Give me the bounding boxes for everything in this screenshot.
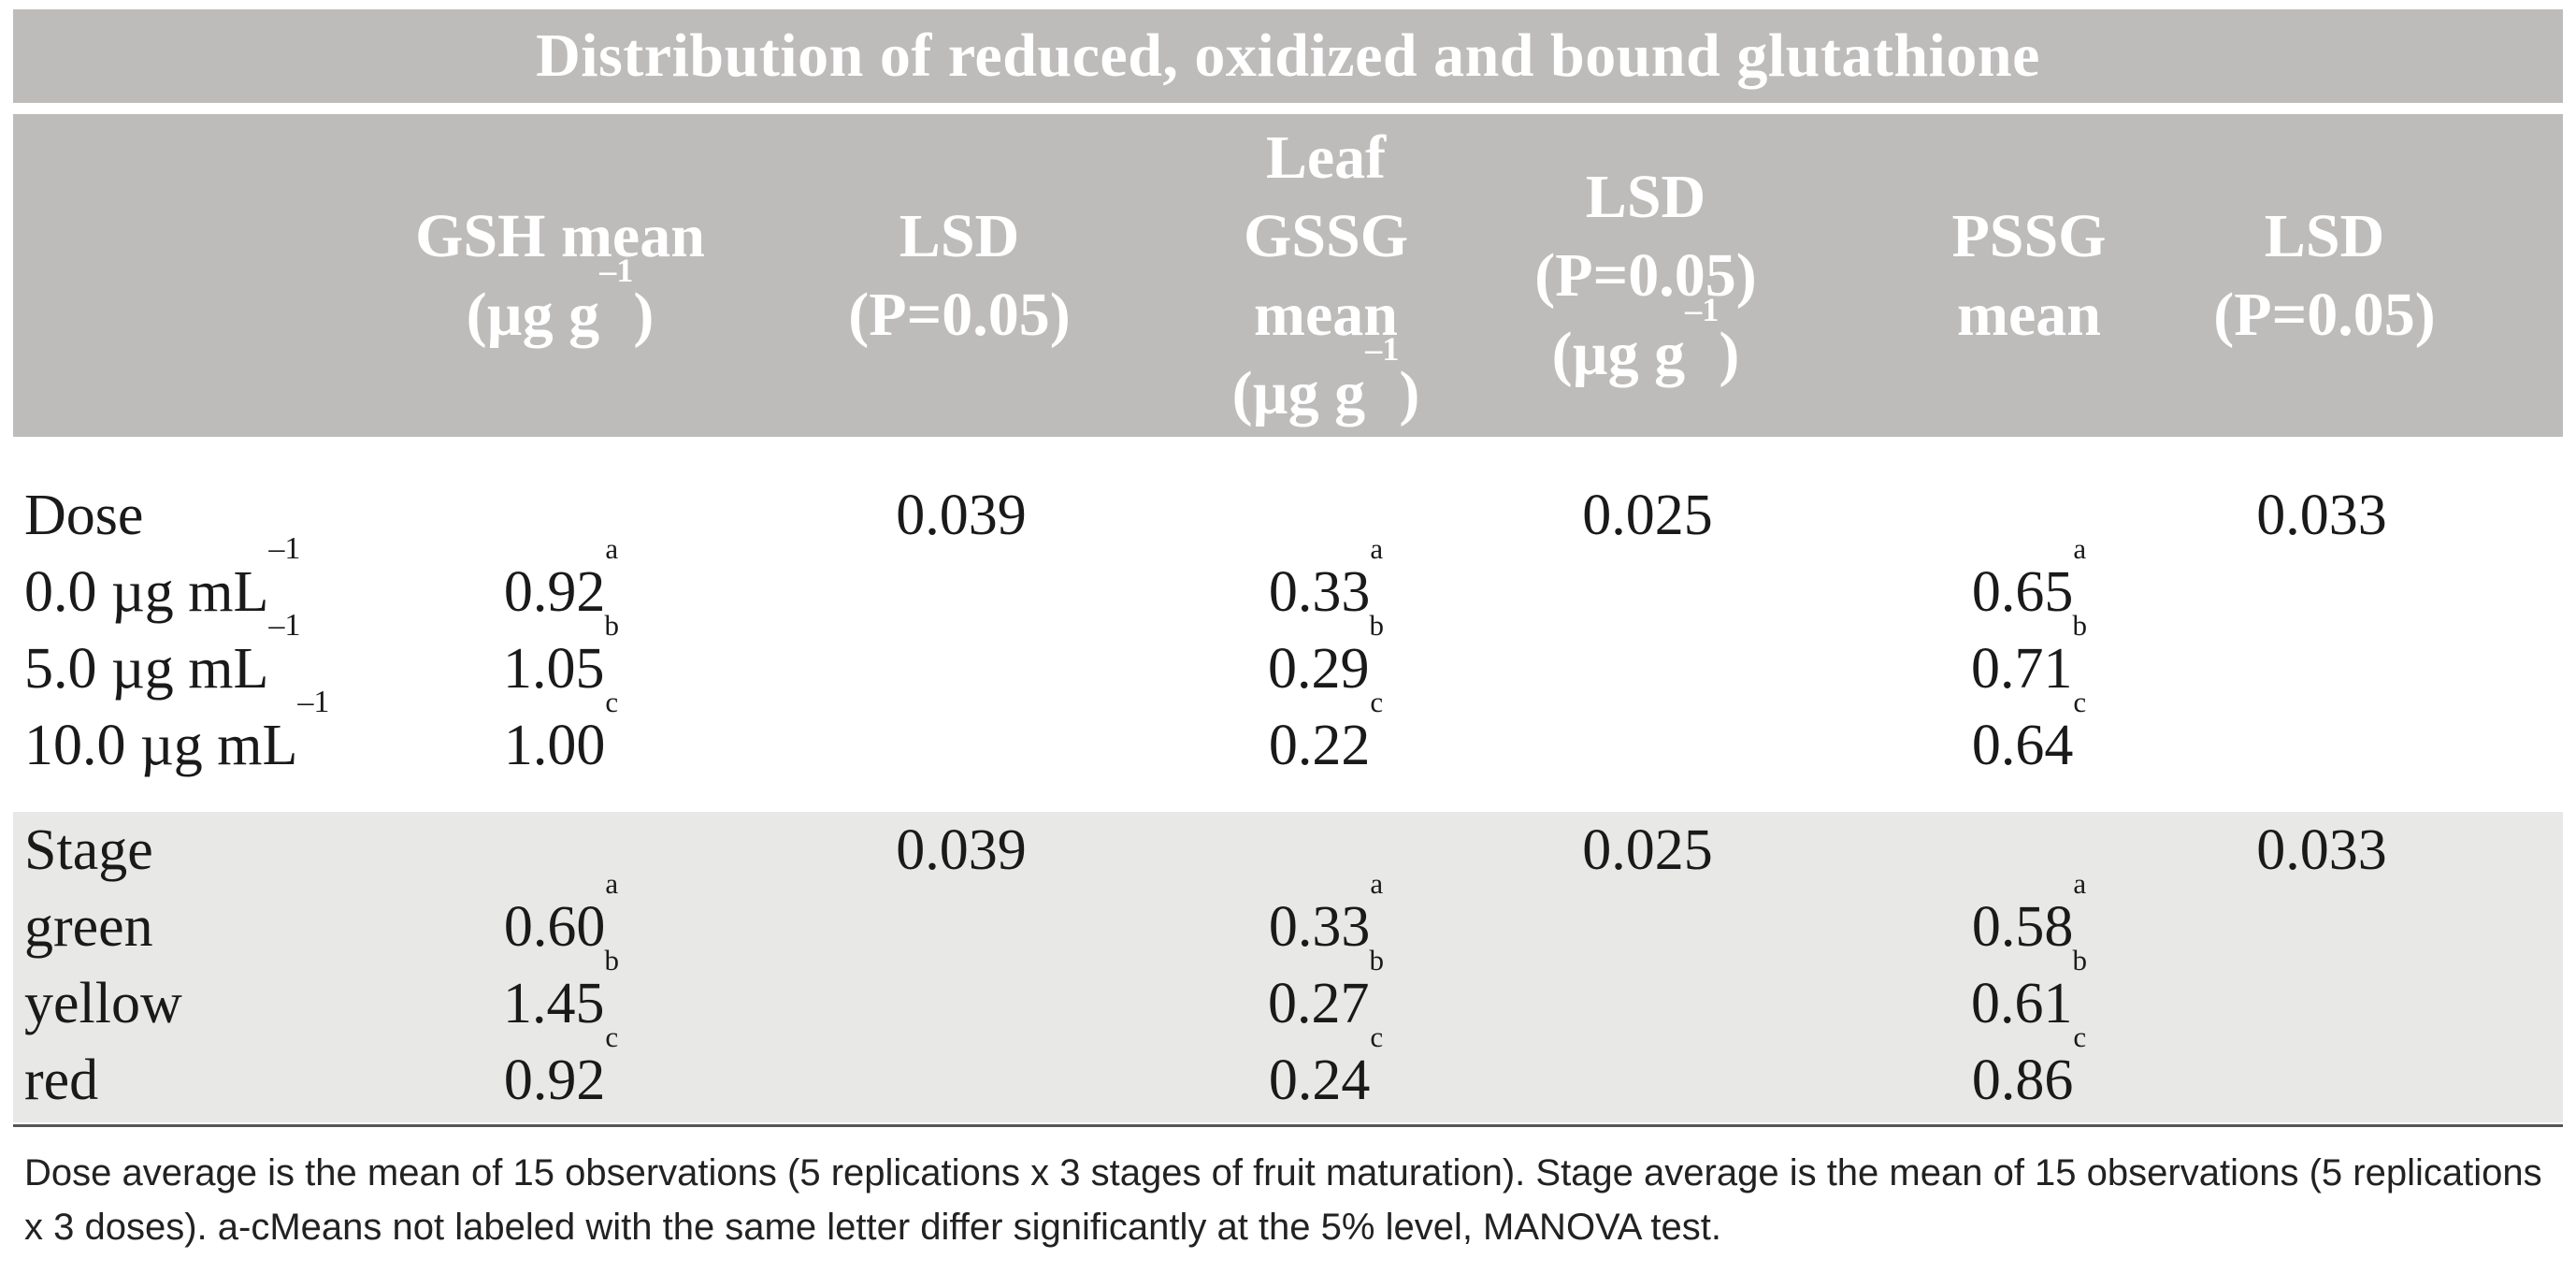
header-leaf-gssg-mean: Leaf GSSG mean (µg g–1) [1045, 114, 1606, 437]
header-lsd-gsh: LSD (P=0.05) [679, 114, 1240, 437]
gssg-value: 0.27b [1268, 944, 1384, 1035]
pssg-value: 0.65a [1971, 532, 2087, 624]
header-lsd-gssg-unit: (µg g–1) [1551, 291, 1740, 388]
stage-section-background [13, 812, 2563, 1122]
stage-lsd-pssg: 0.033 [2256, 818, 2387, 882]
table-row-stage-header: Stage 0.039 0.025 0.033 [0, 812, 2576, 889]
header-lsd-gssg-line1: LSD [1585, 162, 1706, 231]
table-bottom-rule [13, 1124, 2563, 1127]
stage-row-label: yellow [24, 972, 182, 1035]
dose-lsd-gsh: 0.039 [896, 484, 1027, 547]
stage-row-label: green [24, 895, 153, 959]
dose-row-label: 0.0 µg mL–1 [24, 530, 301, 624]
table-row: 0.0 µg mL–1 0.92a 0.33a 0.65a [0, 530, 2576, 630]
dose-lsd-gssg: 0.025 [1582, 484, 1713, 547]
header-lsd-pssg-line2: (P=0.05) [2213, 280, 2436, 349]
gssg-value: 0.22c [1268, 686, 1384, 777]
table-title: Distribution of reduced, oxidized and bo… [13, 9, 2563, 103]
gssg-value: 0.33a [1268, 867, 1384, 959]
header-lsd-gssg-line2: (P=0.05) [1534, 240, 1757, 310]
stage-label: Stage [24, 818, 153, 882]
header-gsh-mean-unit: (µg g–1) [466, 252, 655, 349]
pssg-value: 0.71b [1971, 609, 2087, 701]
gssg-value: 0.29b [1268, 609, 1384, 701]
header-pssg-line2: mean [1957, 280, 2101, 349]
table-row: yellow 1.45b 0.27b 0.61b [0, 944, 2576, 1042]
header-lsd-pssg-line1: LSD [2264, 201, 2385, 270]
header-leaf-gssg-line3: mean [1254, 280, 1398, 349]
table-footnote: Dose average is the mean of 15 observati… [24, 1152, 2542, 1248]
table-row: green 0.60a 0.33a 0.58a [0, 867, 2576, 965]
dose-lsd-pssg: 0.033 [2256, 484, 2387, 547]
dose-label: Dose [24, 484, 144, 547]
header-leaf-gssg-line2: GSSG [1243, 201, 1409, 270]
pssg-value: 0.64c [1971, 686, 2087, 777]
gssg-value: 0.33a [1268, 532, 1384, 624]
table-header: GSH mean (µg g–1) LSD (P=0.05) Leaf GSSG… [13, 114, 2563, 437]
pssg-value: 0.86c [1971, 1020, 2087, 1112]
gsh-value: 1.05b [503, 609, 619, 701]
pssg-value: 0.58a [1971, 867, 2087, 959]
header-gsh-mean-line1: GSH mean [415, 201, 705, 270]
gsh-value: 0.92c [503, 1020, 619, 1112]
header-lsd-gsh-line1: LSD [899, 201, 1020, 270]
header-pssg-mean: PSSG mean [1749, 114, 2310, 437]
header-leaf-gssg-line1: Leaf [1265, 123, 1387, 192]
table-row: 10.0 µg mL–1 1.00c 0.22c 0.64c [0, 684, 2576, 784]
table-row: 5.0 µg mL–1 1.05b 0.29b 0.71b [0, 607, 2576, 707]
table-title-text: Distribution of reduced, oxidized and bo… [536, 22, 2040, 90]
dose-row-label: 5.0 µg mL–1 [24, 607, 301, 701]
gsh-value: 1.45b [503, 944, 619, 1035]
stage-lsd-gssg: 0.025 [1582, 818, 1713, 882]
header-gsh-mean: GSH mean (µg g–1) [280, 114, 841, 437]
header-leaf-gssg-unit: (µg g–1) [1231, 330, 1420, 427]
stage-lsd-gsh: 0.039 [896, 818, 1027, 882]
gsh-value: 0.60a [503, 867, 619, 959]
gsh-value: 0.92a [503, 532, 619, 624]
header-lsd-gsh-line2: (P=0.05) [848, 280, 1071, 349]
table-row: red 0.92c 0.24c 0.86c [0, 1020, 2576, 1119]
header-pssg-line1: PSSG [1951, 201, 2107, 270]
stage-row-label: red [24, 1049, 99, 1112]
header-lsd-gssg: LSD (P=0.05) (µg g–1) [1365, 114, 1926, 437]
gssg-value: 0.24c [1268, 1020, 1384, 1112]
table-row-dose-header: Dose 0.039 0.025 0.033 [0, 477, 2576, 554]
header-lsd-pssg: LSD (P=0.05) [2044, 114, 2576, 437]
gsh-value: 1.00c [503, 686, 619, 777]
dose-row-label: 10.0 µg mL–1 [24, 684, 330, 777]
pssg-value: 0.61b [1971, 944, 2087, 1035]
